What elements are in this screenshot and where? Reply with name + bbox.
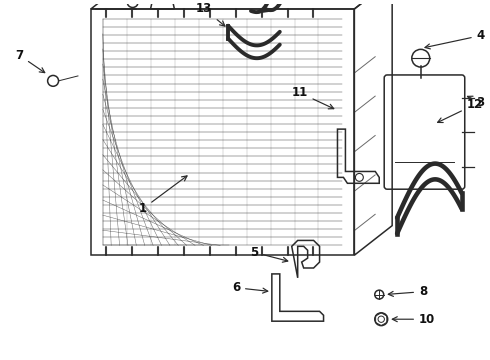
Text: 14: 14 [0, 359, 1, 360]
Text: 15: 15 [0, 359, 1, 360]
Text: 9: 9 [0, 359, 1, 360]
Text: 3: 3 [467, 96, 485, 109]
Text: 11: 11 [292, 86, 334, 109]
Text: 2: 2 [0, 359, 1, 360]
Text: 7: 7 [15, 49, 45, 73]
Text: 10: 10 [392, 313, 435, 326]
Text: 12: 12 [438, 98, 483, 122]
Text: 1: 1 [139, 176, 187, 215]
Text: 13: 13 [196, 3, 225, 26]
Text: 8: 8 [388, 285, 427, 298]
Text: 5: 5 [250, 246, 288, 262]
Text: 4: 4 [425, 29, 485, 49]
Text: 6: 6 [232, 281, 268, 294]
